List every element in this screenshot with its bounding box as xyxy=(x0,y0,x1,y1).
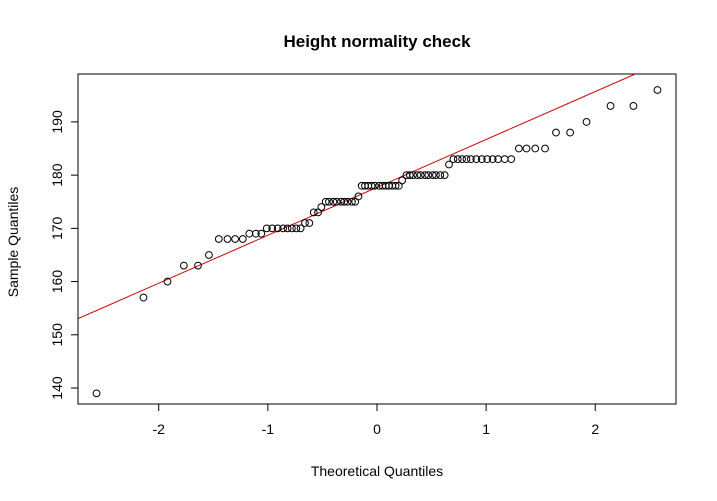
y-tick-label: 170 xyxy=(49,216,65,240)
y-tick-label: 180 xyxy=(49,163,65,187)
data-point xyxy=(321,197,330,206)
x-tick-label: -1 xyxy=(262,421,275,437)
data-point xyxy=(301,219,309,227)
y-tick-label: 140 xyxy=(49,376,65,400)
data-point xyxy=(458,155,467,164)
data-point xyxy=(238,235,247,243)
data-point xyxy=(449,155,458,164)
data-point xyxy=(370,181,379,190)
data-point xyxy=(163,277,172,286)
data-point xyxy=(445,160,453,169)
data-point xyxy=(251,229,260,238)
x-tick-label: 2 xyxy=(591,421,599,437)
data-point xyxy=(354,192,363,201)
data-point xyxy=(340,197,349,206)
data-point xyxy=(398,176,406,185)
data-point xyxy=(500,155,509,164)
data-point xyxy=(531,144,540,153)
data-point xyxy=(287,224,296,233)
data-point xyxy=(257,229,266,238)
data-point xyxy=(309,208,318,217)
data-point xyxy=(296,224,305,233)
data-point xyxy=(440,171,449,180)
data-point xyxy=(317,203,326,211)
y-tick-label: 160 xyxy=(49,270,65,294)
data-point xyxy=(329,197,338,206)
data-point xyxy=(305,219,314,227)
x-tick-label: 0 xyxy=(373,421,381,437)
data-point xyxy=(405,171,414,180)
data-point xyxy=(606,102,615,110)
data-point xyxy=(552,128,560,137)
qq-reference-line xyxy=(78,74,637,320)
data-point xyxy=(436,171,445,180)
x-tick-label: 1 xyxy=(482,421,490,437)
data-point xyxy=(325,197,333,206)
data-point xyxy=(231,235,240,243)
data-point xyxy=(466,155,475,164)
data-point xyxy=(472,155,481,164)
data-point xyxy=(541,144,549,153)
data-point xyxy=(462,155,471,164)
y-tick-label: 190 xyxy=(49,110,65,134)
data-point xyxy=(391,181,400,190)
y-axis-label: Sample Quantiles xyxy=(5,187,21,298)
x-axis-label: Theoretical Quantiles xyxy=(311,463,443,479)
data-point xyxy=(292,224,301,233)
data-point xyxy=(409,171,417,180)
data-point xyxy=(348,197,356,206)
data-point xyxy=(421,171,429,180)
data-point xyxy=(332,197,341,206)
data-point xyxy=(514,144,523,153)
data-point xyxy=(179,261,188,270)
data-point xyxy=(416,171,425,180)
x-tick-label: -2 xyxy=(153,421,166,437)
data-point xyxy=(453,155,462,164)
data-point xyxy=(507,155,516,164)
data-point xyxy=(367,181,376,190)
data-point xyxy=(343,197,352,206)
data-point xyxy=(205,251,213,259)
data-point xyxy=(522,144,531,153)
data-point xyxy=(428,171,437,180)
data-point xyxy=(273,224,282,233)
data-point xyxy=(268,224,277,233)
data-point xyxy=(223,235,232,243)
data-point xyxy=(432,171,440,180)
data-point xyxy=(424,171,433,180)
chart-title: Height normality check xyxy=(283,32,471,51)
data-point xyxy=(477,155,486,164)
data-point xyxy=(629,102,638,110)
data-point xyxy=(582,118,591,126)
data-point xyxy=(653,86,662,94)
data-point xyxy=(245,229,254,238)
data-point xyxy=(214,235,223,243)
data-point xyxy=(139,293,148,302)
data-point xyxy=(279,224,288,233)
data-point xyxy=(262,224,271,233)
data-point xyxy=(566,128,575,137)
plot-frame xyxy=(77,73,677,405)
plot-area: -2 -1 0 1 2 140 150 160 170 180 190 xyxy=(49,73,677,437)
data-point xyxy=(194,261,202,270)
data-point xyxy=(413,171,422,180)
data-point xyxy=(283,224,292,233)
y-tick-label: 150 xyxy=(49,323,65,347)
data-point xyxy=(92,389,101,398)
data-point xyxy=(488,155,497,164)
data-point xyxy=(483,155,492,164)
